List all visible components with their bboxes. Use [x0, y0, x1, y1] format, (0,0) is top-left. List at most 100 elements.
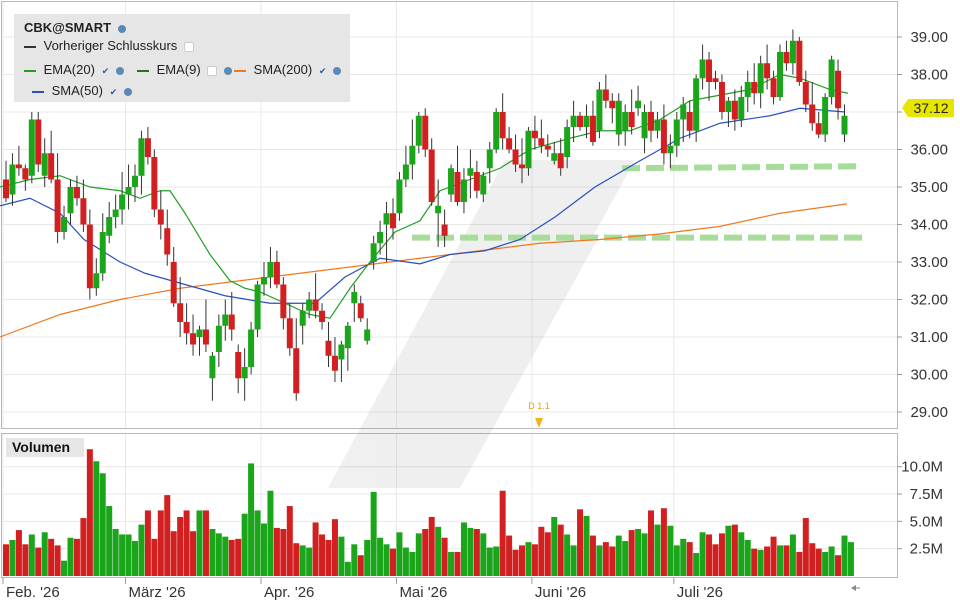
check-icon[interactable]: ✔ [101, 65, 110, 76]
volume-bar [480, 533, 487, 576]
candle-down [48, 153, 55, 180]
checkbox-icon[interactable] [183, 41, 194, 52]
volume-tick-label: 2.5M [910, 541, 943, 558]
settings-dot-icon[interactable] [333, 66, 342, 75]
candle-up [757, 63, 764, 94]
legend-prev-close: Vorheriger Schlusskurs [43, 38, 178, 53]
checkbox-icon[interactable] [207, 65, 218, 76]
settings-dot-icon[interactable] [223, 66, 232, 75]
settings-dot-icon[interactable] [116, 66, 125, 75]
sma50-line [0, 107, 846, 304]
candle-up [570, 115, 577, 127]
check-icon[interactable]: ✔ [319, 65, 327, 76]
volume-axis: 10.0M 7.5M 5.0M 2.5M [897, 459, 943, 558]
candle-up [841, 115, 848, 135]
settings-dot-icon[interactable] [124, 87, 133, 96]
volume-bar [3, 544, 9, 576]
volume-bar [660, 508, 667, 576]
candles [3, 29, 848, 401]
volume-bar [835, 555, 842, 576]
volume-bar [602, 542, 609, 576]
volume-bar [138, 524, 145, 576]
price-tick-label: 38.00 [910, 67, 948, 84]
time-axis-label: März '26 [129, 584, 186, 600]
volume-bar [544, 532, 551, 576]
price-tick-label: 36.00 [910, 142, 948, 159]
volume-bar [119, 534, 126, 576]
time-axis-label: Juni '26 [535, 584, 586, 600]
candle-down [770, 78, 777, 97]
scroll-arrow-icon[interactable] [851, 585, 860, 591]
ema9-line-icon [137, 69, 149, 72]
candle-down [357, 303, 364, 319]
volume-bar [506, 535, 513, 576]
volume-bar [764, 546, 771, 576]
volume-bar [693, 553, 700, 576]
candle-down [686, 112, 693, 131]
legend-ema20-row[interactable]: EMA(20) ✔ [24, 61, 125, 79]
volume-bar [751, 548, 758, 576]
volume-bar [809, 543, 816, 576]
volume-bar [106, 506, 113, 576]
volume-bar [170, 531, 177, 576]
candle-up [680, 104, 687, 120]
candle-up [215, 325, 222, 352]
time-axis-label: Feb. '26 [6, 584, 60, 600]
candle-down [177, 303, 184, 322]
legend-prev-close-row[interactable]: Vorheriger Schlusskurs [24, 37, 194, 55]
candle-up [725, 100, 732, 112]
volume-bar [628, 530, 635, 576]
price-axis: 39.0038.0037.0036.0035.0034.0033.0032.00… [897, 29, 948, 421]
volume-bar [338, 536, 345, 576]
volume-bar [538, 526, 545, 576]
volume-bar [15, 530, 22, 576]
legend-sma200-row[interactable]: SMA(200) ✔ [234, 61, 342, 79]
settings-dot-icon[interactable] [117, 24, 126, 33]
volume-bar [157, 510, 164, 576]
volume-bar [344, 561, 351, 576]
candle-up [699, 59, 706, 79]
volume-bar [467, 527, 474, 576]
volume-bar [364, 539, 371, 576]
volume-bar [557, 524, 564, 576]
candle-up [222, 314, 229, 326]
price-tick-label: 31.00 [910, 329, 948, 346]
candle-up [744, 82, 751, 97]
volume-bar [499, 490, 506, 576]
volume-bar [448, 551, 455, 576]
current-price-tag: 37.12 [902, 98, 954, 117]
volume-bar [770, 536, 777, 576]
candle-down [577, 115, 584, 127]
candle-up [396, 179, 403, 214]
candle-up [351, 292, 358, 304]
candle-up [93, 273, 100, 289]
candle-down [183, 322, 190, 334]
price-tick-label: 29.00 [910, 404, 948, 421]
check-icon[interactable]: ✔ [109, 86, 118, 97]
event-marker[interactable]: D 1.1 [528, 401, 550, 428]
volume-bar [428, 516, 435, 576]
legend-symbol-row[interactable]: CBK@SMART [24, 19, 126, 37]
candle-down [312, 299, 319, 311]
volume-bar [28, 534, 35, 576]
volume-bar [815, 548, 822, 576]
candle-up [261, 277, 267, 285]
volume-bar [261, 523, 267, 576]
legend-ema9-row[interactable]: EMA(9) [137, 61, 232, 79]
volume-bar [151, 538, 158, 576]
volume-bar [441, 537, 448, 576]
legend-sma50-row[interactable]: SMA(50) ✔ [32, 82, 133, 100]
candle-up [460, 179, 467, 202]
candle-down [512, 149, 519, 165]
volume-bar [841, 535, 848, 576]
candle-up [654, 119, 661, 131]
candle-down [151, 157, 158, 210]
candle-down [609, 100, 616, 109]
candle-down [628, 112, 635, 127]
volume-bar [325, 539, 332, 576]
volume-bar [783, 545, 790, 576]
candle-up [132, 175, 138, 187]
volume-bar [93, 461, 100, 576]
volume-bar [531, 544, 538, 576]
